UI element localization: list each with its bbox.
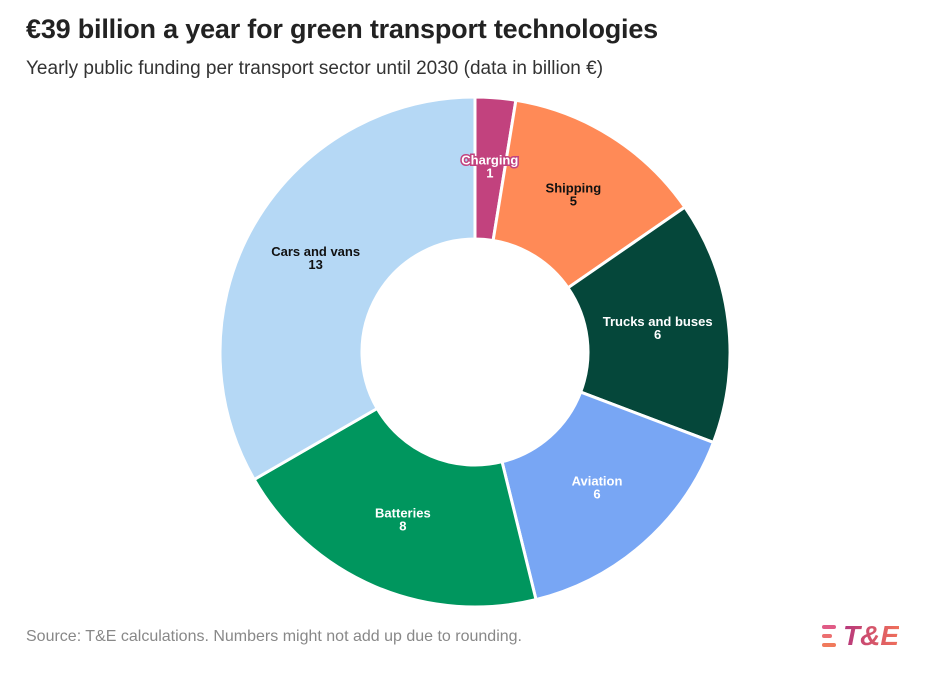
slice-aviation <box>500 390 715 602</box>
slice-label-batteries: Batteries 8 <box>375 505 431 533</box>
donut-chart: Charging 1 Shipping 5 Trucks and buses 6 Aviat… <box>218 95 732 609</box>
slice-label-cars-and-vans: Cars and vans 13 <box>271 244 360 272</box>
slice-label-trucks-and-buses: Trucks and buses 6 <box>603 314 713 342</box>
logo-bars-icon <box>822 625 836 647</box>
slice-batteries <box>252 407 538 609</box>
chart-subtitle: Yearly public funding per transport sect… <box>26 58 604 79</box>
chart-title: €39 billion a year for green transport t… <box>26 14 658 44</box>
source-note: Source: T&E calculations. Numbers might … <box>26 628 522 645</box>
slice-shipping <box>491 98 687 290</box>
te-logo: T&E <box>822 616 932 656</box>
slice-label-aviation: Aviation 6 <box>572 474 623 502</box>
slice-trucks-and-buses <box>566 205 732 444</box>
slice-label-shipping: Shipping 5 <box>546 180 602 208</box>
slice-label-charging: Charging 1 <box>461 153 518 181</box>
donut-slices <box>218 95 732 609</box>
logo-text: T&E <box>843 620 899 651</box>
donut-labels: Charging 1 Shipping 5 Trucks and buses 6 Aviat… <box>271 151 713 533</box>
slice-cars-and-vans <box>218 95 477 481</box>
